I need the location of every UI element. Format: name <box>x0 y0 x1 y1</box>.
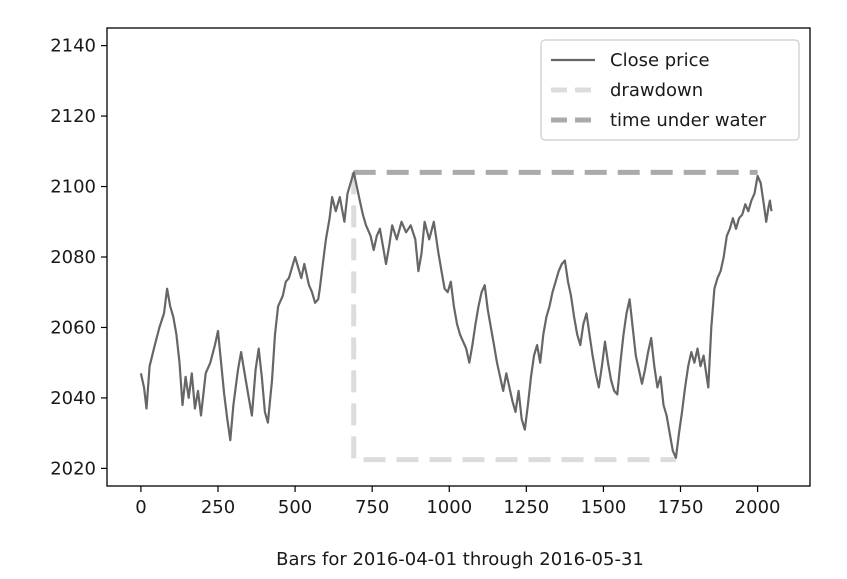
legend: Close price drawdown time under water <box>540 39 800 141</box>
series-line-drawdown <box>351 172 676 463</box>
x-axis-ticks: 0 250 500 750 1000 1250 1500 1750 2000 <box>135 486 780 518</box>
x-tick-label: 500 <box>278 497 312 518</box>
series-line-close-price <box>139 171 773 459</box>
x-tick-label: 0 <box>135 497 146 518</box>
x-tick-label: 750 <box>355 497 389 518</box>
y-tick-label: 2040 <box>50 388 96 409</box>
x-axis-label: Bars for 2016-04-01 through 2016-05-31 <box>276 549 644 570</box>
y-axis-ticks: 2020 2040 2060 2080 2100 2120 2140 <box>50 36 107 479</box>
y-tick-label: 2100 <box>50 177 96 198</box>
y-tick-label: 2140 <box>50 36 96 57</box>
x-tick-label: 1750 <box>658 497 704 518</box>
plot-lines <box>139 169 773 463</box>
x-tick-label: 1000 <box>426 497 472 518</box>
y-tick-label: 2080 <box>50 247 96 268</box>
x-tick-label: 2000 <box>735 497 781 518</box>
legend-box <box>540 39 800 141</box>
y-tick-label: 2120 <box>50 106 96 127</box>
legend-label: time under water <box>610 110 767 131</box>
legend-label: drawdown <box>610 80 703 101</box>
x-tick-label: 1500 <box>581 497 627 518</box>
y-tick-label: 2020 <box>50 458 96 479</box>
x-tick-label: 250 <box>201 497 235 518</box>
y-tick-label: 2060 <box>50 317 96 338</box>
legend-label: Close price <box>610 50 710 71</box>
x-tick-label: 1250 <box>503 497 549 518</box>
